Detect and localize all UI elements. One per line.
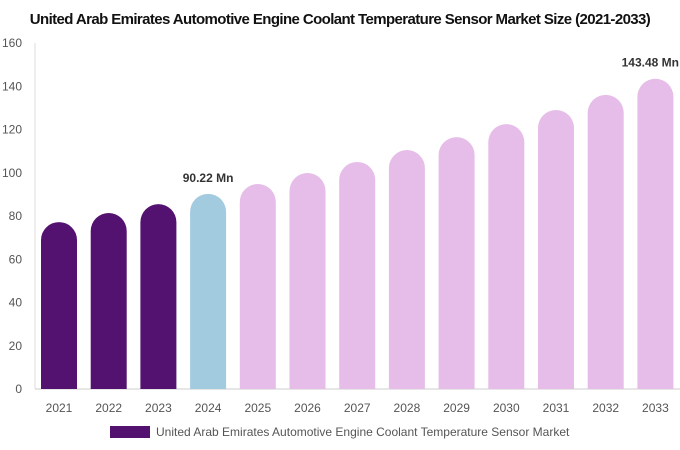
bar-2023 xyxy=(140,204,177,389)
bar-2033 xyxy=(637,78,674,390)
y-tick-label: 60 xyxy=(9,252,23,266)
bar-2026 xyxy=(289,172,326,389)
bar-2027 xyxy=(339,161,376,389)
chart-title: United Arab Emirates Automotive Engine C… xyxy=(29,11,651,28)
x-tick-label: 2022 xyxy=(95,401,122,415)
x-tick-label: 2032 xyxy=(592,401,619,415)
y-tick-label: 160 xyxy=(2,36,22,50)
bar-2031 xyxy=(538,110,574,389)
legend-label: United Arab Emirates Automotive Engine C… xyxy=(156,425,570,439)
x-tick-label: 2023 xyxy=(145,401,172,415)
y-tick-label: 140 xyxy=(2,79,22,93)
x-tick-label: 2031 xyxy=(543,401,570,415)
y-tick-label: 120 xyxy=(2,123,22,137)
bar-2028 xyxy=(388,150,425,389)
data-label: 90.22 Mn xyxy=(183,171,234,185)
y-tick-label: 40 xyxy=(9,296,23,310)
x-tick-label: 2026 xyxy=(294,401,321,415)
bar-2021 xyxy=(41,222,77,389)
bar-2032 xyxy=(587,94,624,389)
legend-swatch xyxy=(110,426,150,438)
data-label: 143.48 Mn xyxy=(622,56,679,70)
legend: United Arab Emirates Automotive Engine C… xyxy=(110,425,569,439)
bar-2029 xyxy=(438,137,475,389)
bar-2024 xyxy=(190,193,227,389)
x-tick-label: 2029 xyxy=(443,401,470,415)
y-tick-label: 80 xyxy=(9,209,23,223)
y-tick-label: 100 xyxy=(2,166,22,180)
x-tick-label: 2021 xyxy=(46,401,73,415)
bar-2022 xyxy=(90,212,127,389)
x-tick-label: 2033 xyxy=(642,401,669,415)
y-tick-label: 0 xyxy=(15,382,22,396)
y-tick-label: 20 xyxy=(9,339,23,353)
x-tick-label: 2025 xyxy=(244,401,271,415)
x-tick-label: 2030 xyxy=(493,401,520,415)
x-tick-label: 2024 xyxy=(195,401,222,415)
x-tick-label: 2028 xyxy=(394,401,421,415)
bar-2025 xyxy=(239,184,276,389)
x-tick-label: 2027 xyxy=(344,401,371,415)
bar-2030 xyxy=(488,124,525,389)
